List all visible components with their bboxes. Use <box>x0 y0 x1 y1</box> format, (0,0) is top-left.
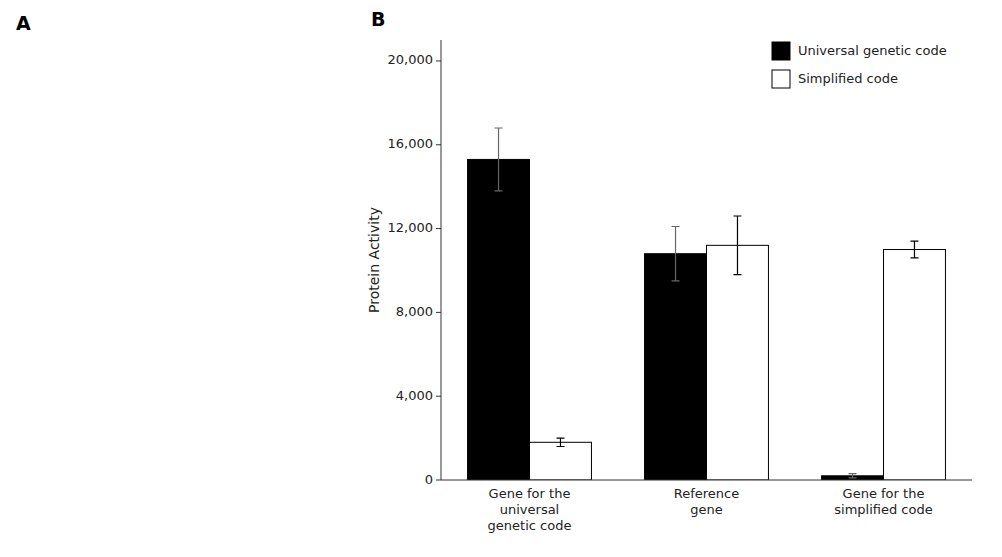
x-tick-label: Gene for theuniversalgenetic code <box>488 486 572 533</box>
y-tick-label: 16,000 <box>388 136 434 151</box>
y-tick-label: 0 <box>425 472 433 487</box>
y-tick-label: 20,000 <box>388 52 434 67</box>
bars <box>468 128 946 480</box>
x-tick-label: Gene for thesimplified code <box>834 486 932 517</box>
chart-container: A B 0 4,000 8,000 12,000 16,000 20,000 Protein A… <box>0 0 1002 557</box>
error-bar <box>849 474 857 478</box>
bar <box>530 442 592 480</box>
legend-label: Universal genetic code <box>798 43 947 58</box>
y-tick <box>436 228 441 229</box>
y-axis: 0 4,000 8,000 12,000 16,000 20,000 <box>388 52 442 486</box>
x-tick-label: Referencegene <box>674 486 739 517</box>
y-tick <box>436 396 441 397</box>
error-bar <box>556 438 564 446</box>
y-tick-label: 4,000 <box>396 388 433 403</box>
y-tick-label: 8,000 <box>396 304 433 319</box>
panel-label: A <box>16 12 31 34</box>
error-bar <box>733 216 741 275</box>
error-bar <box>495 128 503 191</box>
y-tick <box>436 144 441 145</box>
legend-swatch <box>772 70 790 88</box>
y-tick-label: 12,000 <box>388 220 434 235</box>
panel-label: B <box>371 8 385 30</box>
error-bar <box>910 241 918 258</box>
bar <box>468 159 530 480</box>
y-axis-label: Protein Activity <box>366 207 382 313</box>
y-axis-line <box>441 40 442 480</box>
x-axis-line <box>441 480 972 481</box>
legend-label: Simplified code <box>798 71 898 86</box>
error-bar <box>672 226 680 280</box>
bar <box>707 245 769 480</box>
y-tick <box>436 60 441 61</box>
y-tick <box>436 312 441 313</box>
bar <box>884 250 946 480</box>
legend-swatch <box>772 42 790 60</box>
y-tick <box>436 480 441 481</box>
chart: A B 0 4,000 8,000 12,000 16,000 20,000 Protein A… <box>0 0 1002 557</box>
bar <box>645 254 707 480</box>
legend: Universal genetic code Simplified code <box>772 42 947 88</box>
